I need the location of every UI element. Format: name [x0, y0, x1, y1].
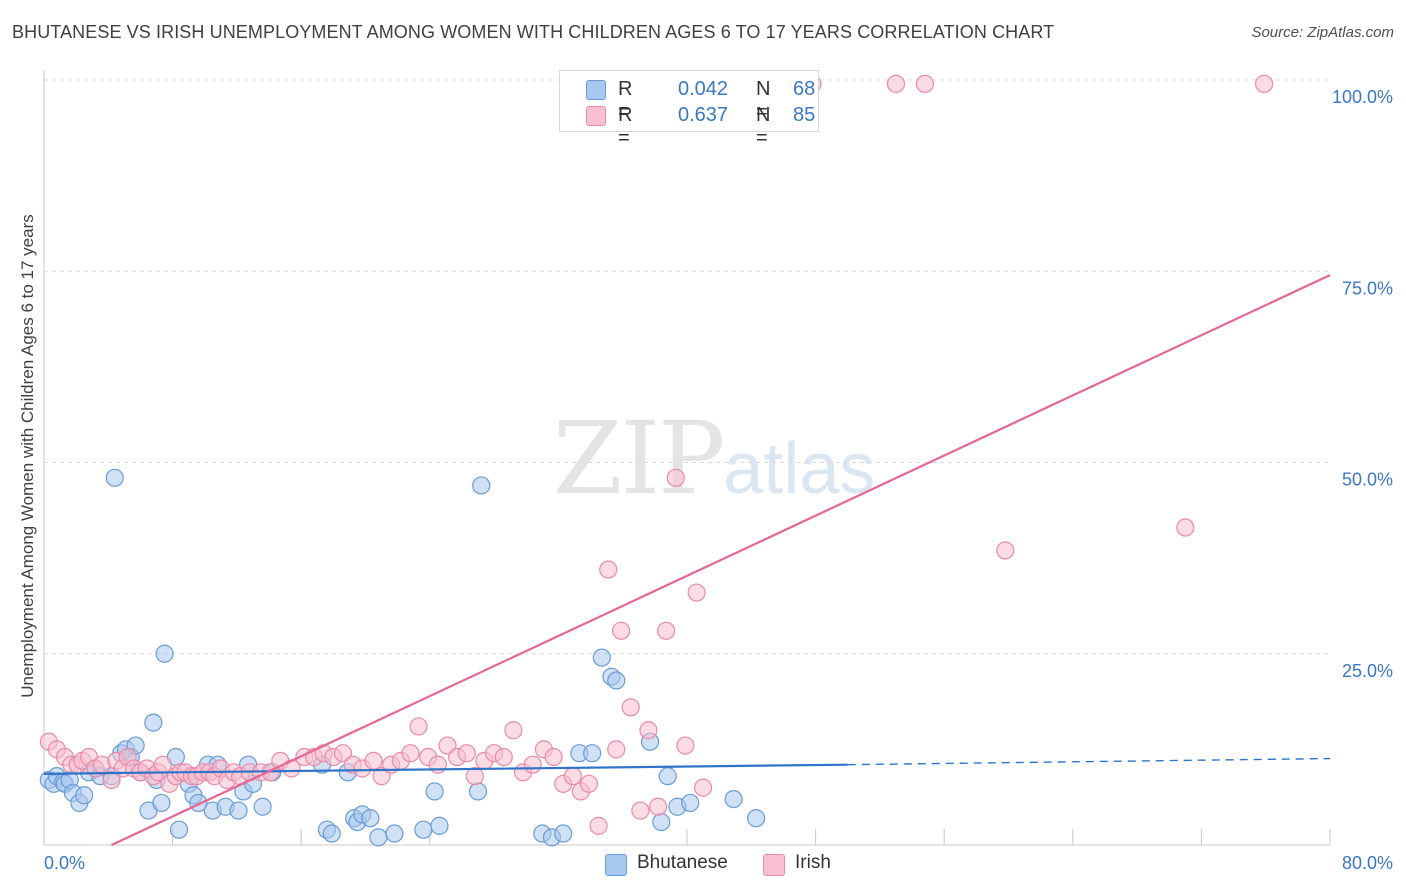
- legend-label-bhutanese: Bhutanese: [637, 852, 728, 873]
- watermark: ZIPatlas: [553, 400, 875, 517]
- legend-swatch-blue: [586, 80, 606, 100]
- bhutanese-point: [253, 797, 272, 816]
- bhutanese-point: [144, 713, 163, 732]
- correlation-legend: R = 0.042 N = 68 R = 0.637 N = 85: [559, 70, 819, 149]
- bhutanese-point: [583, 744, 602, 763]
- irish-point: [523, 755, 542, 774]
- legend-swatch-blue: [605, 854, 627, 876]
- irish-point: [666, 468, 685, 487]
- bhutanese-point: [155, 644, 174, 663]
- bhutanese-point: [361, 809, 380, 828]
- irish-point: [607, 740, 626, 759]
- bhutanese-point: [724, 789, 743, 809]
- n-value: 85: [793, 104, 816, 126]
- irish-point: [676, 736, 695, 755]
- irish-point: [687, 583, 706, 602]
- irish-point: [621, 698, 640, 717]
- y-tick-label: 75.0%: [1342, 278, 1393, 298]
- bhutanese-point: [658, 767, 677, 786]
- bhutanese-point: [425, 782, 444, 801]
- legend-swatch-pink: [586, 106, 606, 126]
- irish-point: [599, 560, 618, 579]
- watermark-atlas: atlas: [723, 429, 876, 509]
- irish-point: [1254, 74, 1274, 93]
- bhutanese-point: [430, 816, 449, 835]
- x-tick-label: 80.0%: [1342, 853, 1393, 873]
- bhutanese-point: [105, 468, 124, 487]
- n-value: 68: [793, 78, 816, 100]
- legend-swatch-pink: [763, 854, 785, 876]
- bhutanese-point: [681, 793, 700, 813]
- irish-point: [579, 774, 599, 793]
- irish-point: [504, 721, 523, 740]
- r-label: R =: [618, 78, 633, 123]
- y-tick-label: 100.0%: [1332, 87, 1393, 107]
- legend-label-irish: Irish: [795, 852, 831, 873]
- x-tick-label: 0.0%: [44, 853, 85, 873]
- y-tick-label: 50.0%: [1342, 470, 1393, 490]
- r-value: 0.637: [678, 104, 729, 126]
- bhutanese-point: [607, 671, 626, 690]
- irish-point: [409, 717, 428, 736]
- irish-point: [401, 744, 420, 763]
- irish-point: [494, 747, 513, 767]
- bhutanese-trend-line: [43, 763, 848, 775]
- bhutanese-point: [385, 824, 404, 843]
- irish-point: [102, 770, 121, 790]
- watermark-zip: ZIP: [553, 400, 725, 517]
- bhutanese-point: [554, 824, 573, 843]
- irish-point: [611, 621, 631, 640]
- irish-point: [648, 797, 668, 816]
- bhutanese-point: [169, 820, 189, 839]
- n-label: N =: [756, 78, 771, 123]
- y-tick-label: 25.0%: [1342, 661, 1393, 681]
- irish-point: [563, 767, 582, 786]
- bhutanese-point: [152, 793, 171, 813]
- irish-point: [589, 816, 608, 835]
- bhutanese-point: [75, 786, 94, 805]
- irish-point: [364, 751, 383, 770]
- bhutanese-trend-extension: [847, 757, 1331, 766]
- source-credit: Source: ZipAtlas.com: [1251, 24, 1394, 41]
- bhutanese-point: [652, 812, 671, 832]
- bhutanese-point: [592, 648, 611, 667]
- n-label: N =: [756, 104, 771, 149]
- bhutanese-point: [414, 820, 433, 839]
- chart-title: BHUTANESE VS IRISH UNEMPLOYMENT AMONG WO…: [12, 22, 1055, 42]
- r-value: 0.042: [678, 78, 729, 100]
- bhutanese-point: [468, 782, 488, 801]
- irish-point: [631, 801, 650, 820]
- irish-point: [657, 621, 676, 640]
- irish-point: [428, 755, 447, 774]
- bhutanese-point: [322, 824, 341, 843]
- irish-point: [693, 778, 713, 797]
- bhutanese-point: [229, 801, 248, 820]
- r-label: R =: [618, 104, 633, 149]
- irish-point: [996, 541, 1015, 560]
- irish-point: [886, 74, 906, 93]
- bhutanese-point: [369, 828, 388, 847]
- irish-point: [1176, 518, 1195, 537]
- bhutanese-point: [472, 476, 491, 495]
- irish-point: [465, 767, 484, 786]
- irish-point: [457, 744, 476, 763]
- irish-point: [544, 747, 563, 767]
- irish-trend-line: [111, 274, 1331, 846]
- bhutanese-point: [747, 809, 766, 828]
- irish-point: [639, 721, 658, 740]
- irish-point: [915, 74, 935, 93]
